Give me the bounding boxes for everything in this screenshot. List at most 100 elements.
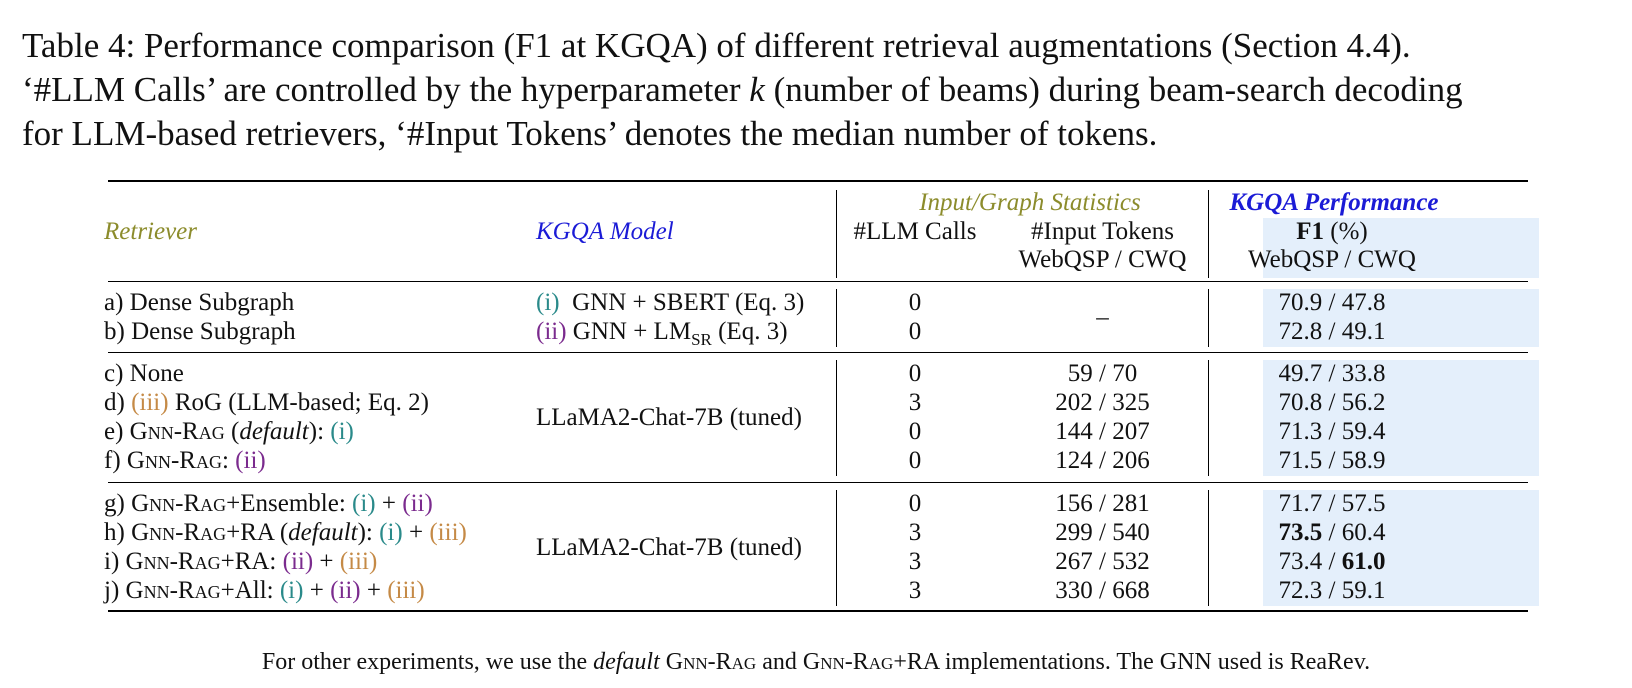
header-input-tokens-sub: WebQSP / CWQ — [1018, 246, 1187, 273]
top-rule — [108, 180, 1528, 182]
row-text: +RA ( — [226, 519, 289, 546]
plus: + — [375, 490, 403, 517]
row-f-retriever: f) Gnn-Rag: (ii) — [104, 446, 266, 476]
mark-ii: (ii) — [330, 577, 361, 604]
perf-group2-shade — [1263, 360, 1539, 476]
caption-line-1: Table 4: Performance comparison (F1 at K… — [22, 26, 1411, 65]
row-c-tokens: 59 / 70 — [1067, 360, 1138, 387]
mark-i: (i) — [330, 418, 354, 445]
row-g-retriever: g) Gnn-Rag+Ensemble: (i) + (ii) — [104, 489, 433, 519]
row-prefix: i) — [104, 548, 126, 575]
caption-text: (number of beams) during beam-search dec… — [764, 70, 1463, 109]
row-d-llm-calls: 3 — [908, 389, 922, 416]
header-input-tokens: #Input Tokens — [1031, 218, 1174, 245]
vline-perf-g2 — [1208, 360, 1210, 476]
vline-perf-g3 — [1208, 490, 1210, 606]
row-j-perf: 72.3 / 59.1 — [1278, 577, 1386, 604]
footnote-text: For other experiments, we use the — [261, 649, 594, 675]
f1-label: F1 — [1296, 218, 1325, 245]
gnn-rag: Gnn-Rag — [129, 418, 225, 445]
model-text: (Eq. 3) — [711, 318, 788, 345]
row-b-llm-calls: 0 — [908, 318, 922, 345]
group2-rule — [108, 482, 1528, 484]
row-g-perf: 71.7 / 57.5 — [1278, 490, 1386, 517]
row-d-tokens: 202 / 325 — [1055, 389, 1150, 416]
header-f1: F1 (%) — [1212, 217, 1452, 247]
row-a-perf: 70.9 / 47.8 — [1278, 289, 1386, 316]
row-d-perf: 70.8 / 56.2 — [1278, 389, 1386, 416]
perf-rest: 73.4 / — [1278, 548, 1342, 575]
gnn-rag: Gnn-Rag — [802, 649, 894, 675]
row-text: +Ensemble: — [226, 490, 353, 517]
header-kgqa-performance: KGQA Performance — [1229, 189, 1439, 216]
row-prefix: h) — [104, 519, 132, 546]
bottom-rule — [108, 610, 1528, 612]
row-i-tokens: 267 / 532 — [1055, 548, 1150, 575]
mark-ii: (ii) — [536, 318, 567, 345]
plus: + — [360, 577, 388, 604]
header-kgqa-model: KGQA Model — [536, 218, 674, 245]
row-h-llm-calls: 3 — [908, 519, 922, 546]
gnn-rag: Gnn-Rag — [131, 519, 227, 546]
row-i-perf: 73.4 / 61.0 — [1212, 547, 1452, 577]
model-text: GNN + LM — [566, 318, 692, 345]
gnn-rag: Gnn-Rag — [131, 490, 227, 517]
table-footnote: For other experiments, we use the defaul… — [0, 647, 1632, 677]
header-rule — [108, 281, 1528, 283]
header-retriever: Retriever — [104, 218, 198, 245]
row-b-model: (ii) GNN + LMSR (Eq. 3) — [536, 317, 788, 355]
row-e-perf: 71.3 / 59.4 — [1278, 418, 1386, 445]
footnote-text: +RA implementations. The GNN used is Rea… — [893, 649, 1371, 675]
row-prefix: e) — [104, 418, 130, 445]
plus: + — [313, 548, 340, 575]
vline-perf-g1 — [1208, 289, 1210, 347]
vline-model-g3 — [836, 490, 838, 606]
row-a-llm-calls: 0 — [908, 289, 922, 316]
vline-model-header — [836, 190, 838, 278]
row-a-model: (i) GNN + SBERT (Eq. 3) — [536, 288, 804, 318]
mark-iii: (iii) — [131, 389, 169, 416]
mark-iii: (iii) — [387, 577, 425, 604]
row-c-perf: 49.7 / 33.8 — [1278, 360, 1386, 387]
perf-header-shade — [1263, 218, 1539, 278]
row-d-retriever: d) (iii) RoG (LLM-based; Eq. 2) — [104, 388, 429, 418]
group3-model: LLaMA2-Chat-7B (tuned) — [536, 534, 802, 561]
row-b-perf: 72.8 / 49.1 — [1278, 318, 1386, 345]
plus: + — [402, 519, 430, 546]
caption-text: ‘#LLM Calls’ are controlled by the hyper… — [22, 70, 750, 109]
row-i-retriever: i) Gnn-Rag+RA: (ii) + (iii) — [104, 547, 377, 577]
mark-i: (i) — [379, 519, 403, 546]
default-word: default — [239, 418, 309, 445]
perf-best: 61.0 — [1341, 548, 1386, 575]
row-text: RoG (LLM-based; Eq. 2) — [168, 389, 429, 416]
row-g-tokens: 156 / 281 — [1055, 490, 1150, 517]
f1-unit: (%) — [1324, 218, 1368, 245]
punct: ): — [308, 418, 331, 445]
row-g-llm-calls: 0 — [908, 490, 922, 517]
row-text: +RA: — [220, 548, 283, 575]
row-prefix: d) — [104, 389, 132, 416]
perf-rest: / 60.4 — [1322, 519, 1386, 546]
vline-model-g2 — [836, 360, 838, 476]
header-input-graph-stats: Input/Graph Statistics — [919, 189, 1141, 216]
row-f-tokens: 124 / 206 — [1055, 447, 1150, 474]
row-j-tokens: 330 / 668 — [1055, 577, 1150, 604]
group1-tokens: – — [1096, 304, 1109, 331]
row-prefix: j) — [104, 577, 126, 604]
row-e-tokens: 144 / 207 — [1055, 418, 1150, 445]
row-text: +All: — [220, 577, 280, 604]
row-e-llm-calls: 0 — [908, 418, 922, 445]
caption-line-2: ‘#LLM Calls’ are controlled by the hyper… — [22, 68, 1622, 112]
mark-i: (i) — [352, 490, 376, 517]
row-prefix: g) — [104, 490, 132, 517]
row-i-llm-calls: 3 — [908, 548, 922, 575]
header-f1-sub: WebQSP / CWQ — [1248, 246, 1416, 273]
model-subscript: SR — [691, 330, 712, 349]
gnn-rag: Gnn-Rag — [125, 548, 221, 575]
group2-model: LLaMA2-Chat-7B (tuned) — [536, 404, 802, 431]
gnn-rag: Gnn-Rag — [665, 649, 757, 675]
perf-group1-shade — [1263, 289, 1539, 347]
row-f-perf: 71.5 / 58.9 — [1278, 447, 1386, 474]
row-e-retriever: e) Gnn-Rag (default): (i) — [104, 418, 354, 445]
vline-model-g1 — [836, 289, 838, 347]
